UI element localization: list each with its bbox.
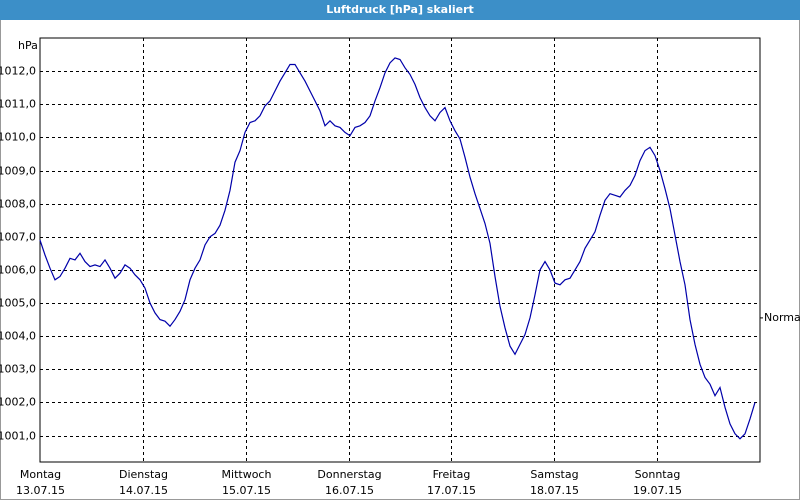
x-tick-day: Donnerstag — [317, 468, 381, 481]
y-tick-label: 1008,0 — [0, 198, 36, 211]
x-tick-date: 18.07.15 — [530, 484, 579, 497]
normal-label: Normal — [764, 311, 800, 324]
y-tick-label: 1011,0 — [0, 98, 36, 111]
x-tick-date: 17.07.15 — [427, 484, 476, 497]
x-tick-day: Mittwoch — [222, 468, 272, 481]
x-tick-day: Freitag — [433, 468, 471, 481]
y-tick-label: 1009,0 — [0, 165, 36, 178]
x-tick-day: Samstag — [530, 468, 578, 481]
x-tick-date: 19.07.15 — [633, 484, 682, 497]
y-tick-label: 1006,0 — [0, 264, 36, 277]
x-tick-day: Montag — [20, 468, 61, 481]
y-unit: hPa — [18, 39, 38, 52]
y-tick-label: 1005,0 — [0, 297, 36, 310]
y-tick-label: 1002,0 — [0, 396, 36, 409]
y-tick-label: 1012,0 — [0, 65, 36, 78]
x-tick-date: 13.07.15 — [16, 484, 65, 497]
chart-title: Luftdruck [hPa] skaliert — [326, 3, 474, 16]
title-bar — [0, 0, 800, 20]
x-tick-date: 16.07.15 — [325, 484, 374, 497]
x-tick-date: 15.07.15 — [222, 484, 271, 497]
plot-frame — [39, 37, 761, 463]
x-tick-date: 14.07.15 — [119, 484, 168, 497]
y-tick-label: 1001,0 — [0, 430, 36, 443]
y-tick-label: 1003,0 — [0, 363, 36, 376]
y-tick-label: 1007,0 — [0, 231, 36, 244]
y-tick-label: 1010,0 — [0, 131, 36, 144]
y-tick-label: 1004,0 — [0, 330, 36, 343]
pressure-line — [39, 57, 756, 440]
x-tick-day: Dienstag — [119, 468, 168, 481]
x-tick-day: Sonntag — [635, 468, 681, 481]
